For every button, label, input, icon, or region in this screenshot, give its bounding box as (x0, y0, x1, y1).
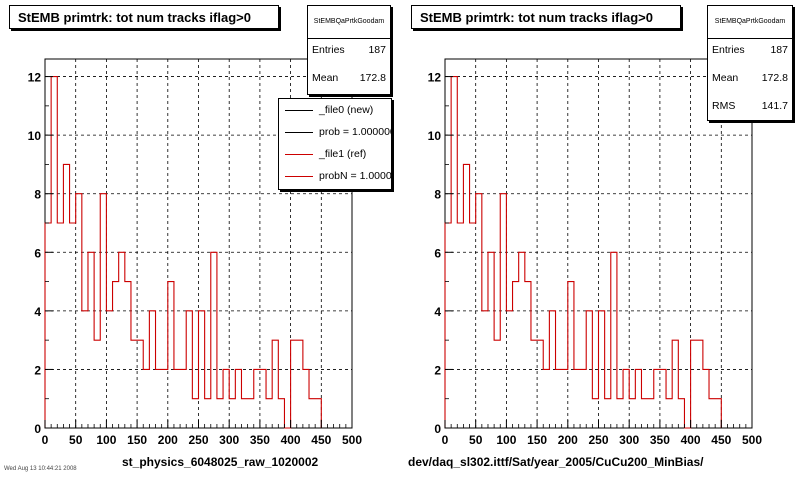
right-x-tick-label: 500 (742, 433, 762, 447)
left-x-tick-label: 100 (96, 433, 116, 447)
left-x-tick-label: 500 (342, 433, 362, 447)
legend-label-prob: prob = 1.000000 (319, 126, 392, 138)
left-stats-entries-label: Entries (312, 44, 345, 56)
left-x-axis-label: st_physics_6048025_raw_1020002 (122, 455, 319, 469)
right-x-tick-label: 50 (469, 433, 483, 447)
left-y-tick-label: 8 (34, 188, 41, 202)
legend-entry-probn: probN = 1.000000 (279, 166, 392, 188)
left-stats-entries-row: Entries 187 (312, 44, 386, 58)
right-x-tick-label: 400 (681, 433, 701, 447)
left-legend: _file0 (new) prob = 1.000000 _file1 (ref… (278, 98, 392, 190)
right-x-tick-label: 200 (558, 433, 578, 447)
legend-swatch-probn (285, 176, 313, 177)
right-x-tick-label: 100 (496, 433, 516, 447)
left-x-tick-label: 450 (311, 433, 331, 447)
legend-label-file1: _file1 (ref) (319, 148, 367, 160)
right-stats-entries-row: Entries 187 (712, 44, 788, 58)
left-y-tick-label: 2 (34, 363, 41, 377)
left-x-tick-label: 250 (188, 433, 208, 447)
legend-label-probn: probN = 1.000000 (319, 170, 392, 182)
legend-entry-prob: prob = 1.000000 (279, 122, 392, 144)
left-x-tick-label: 200 (158, 433, 178, 447)
right-x-tick-label: 250 (588, 433, 608, 447)
right-x-tick-label: 0 (442, 433, 449, 447)
left-y-tick-label: 6 (34, 246, 41, 260)
right-y-tick-label: 6 (434, 246, 441, 260)
right-y-tick-label: 2 (434, 363, 441, 377)
right-y-tick-label: 0 (434, 422, 441, 436)
right-stats-mean-label: Mean (712, 72, 739, 84)
right-chart-title: StEMB primtrk: tot num tracks iflag>0 (411, 5, 681, 29)
left-y-tick-label: 12 (28, 71, 42, 85)
legend-label-file0: _file0 (new) (319, 104, 374, 116)
left-stats-entries-value: 187 (368, 44, 386, 56)
legend-entry-file0: _file0 (new) (279, 100, 391, 122)
footer-timestamp: Wed Aug 13 10:44:21 2008 (4, 466, 77, 472)
left-y-tick-label: 4 (34, 305, 41, 319)
legend-entry-file1: _file1 (ref) (279, 144, 391, 166)
left-stats-name: StEMBQaPrtkGoodam (308, 6, 390, 39)
left-x-tick-label: 400 (281, 433, 301, 447)
right-y-tick-label: 8 (434, 188, 441, 202)
right-stats-rms-label: RMS (712, 100, 736, 112)
right-chart-pad: 0 50 100 150 200 250 300 350 400 450 500 0 2 4 6 8 10 12 … (400, 0, 800, 480)
right-chart-title-text: StEMB primtrk: tot num tracks iflag>0 (420, 10, 653, 25)
right-x-axis-label: dev/daq_sl302.ittf/Sat/year_2005/CuCu200… (408, 455, 704, 469)
left-stats-mean-row: Mean 172.8 (312, 72, 386, 86)
left-y-tick-label: 0 (34, 422, 41, 436)
right-y-tick-label: 10 (428, 129, 442, 143)
left-chart-title-text: StEMB primtrk: tot num tracks iflag>0 (18, 10, 251, 25)
right-histogram-plot: 0 50 100 150 200 250 300 350 400 450 500 0 2 4 6 8 10 12 (428, 58, 762, 447)
left-chart-pad: 0 50 100 150 200 250 300 350 400 450 500 0 2 4 6 8 10 12 … (4, 5, 392, 472)
right-stats-entries-label: Entries (712, 44, 745, 56)
right-stats-mean-value: 172.8 (761, 72, 788, 84)
left-x-tick-label: 0 (42, 433, 49, 447)
right-stats-name: StEMBQaPrtkGoodam (708, 6, 792, 39)
left-chart-title: StEMB primtrk: tot num tracks iflag>0 (9, 5, 279, 29)
right-x-tick-label: 350 (650, 433, 670, 447)
left-x-tick-label: 50 (69, 433, 83, 447)
right-stats-entries-value: 187 (770, 44, 788, 56)
right-x-tick-label: 300 (619, 433, 639, 447)
right-x-tick-label: 150 (527, 433, 547, 447)
left-stats-mean-label: Mean (312, 72, 339, 84)
left-stats-box: StEMBQaPrtkGoodam Entries 187 Mean 172.8 (307, 5, 391, 95)
left-x-tick-label: 150 (127, 433, 147, 447)
left-histogram-series-ref (44, 76, 322, 429)
left-y-tick-label: 10 (28, 129, 42, 143)
right-y-tick-label: 4 (434, 305, 441, 319)
right-stats-rms-value: 141.7 (761, 100, 788, 112)
right-stats-mean-row: Mean 172.8 (712, 72, 788, 86)
legend-swatch-prob (285, 132, 313, 133)
left-x-tick-label: 300 (219, 433, 239, 447)
right-stats-box: StEMBQaPrtkGoodam Entries 187 Mean 172.8… (707, 5, 793, 121)
left-stats-mean-value: 172.8 (359, 72, 386, 84)
right-histogram-series-ref (444, 76, 722, 429)
right-x-tick-label: 450 (711, 433, 731, 447)
legend-swatch-file1 (285, 154, 313, 155)
left-x-tick-label: 350 (250, 433, 270, 447)
right-stats-rms-row: RMS 141.7 (712, 100, 788, 114)
right-y-tick-label: 12 (428, 71, 442, 85)
legend-swatch-file0 (285, 110, 313, 111)
